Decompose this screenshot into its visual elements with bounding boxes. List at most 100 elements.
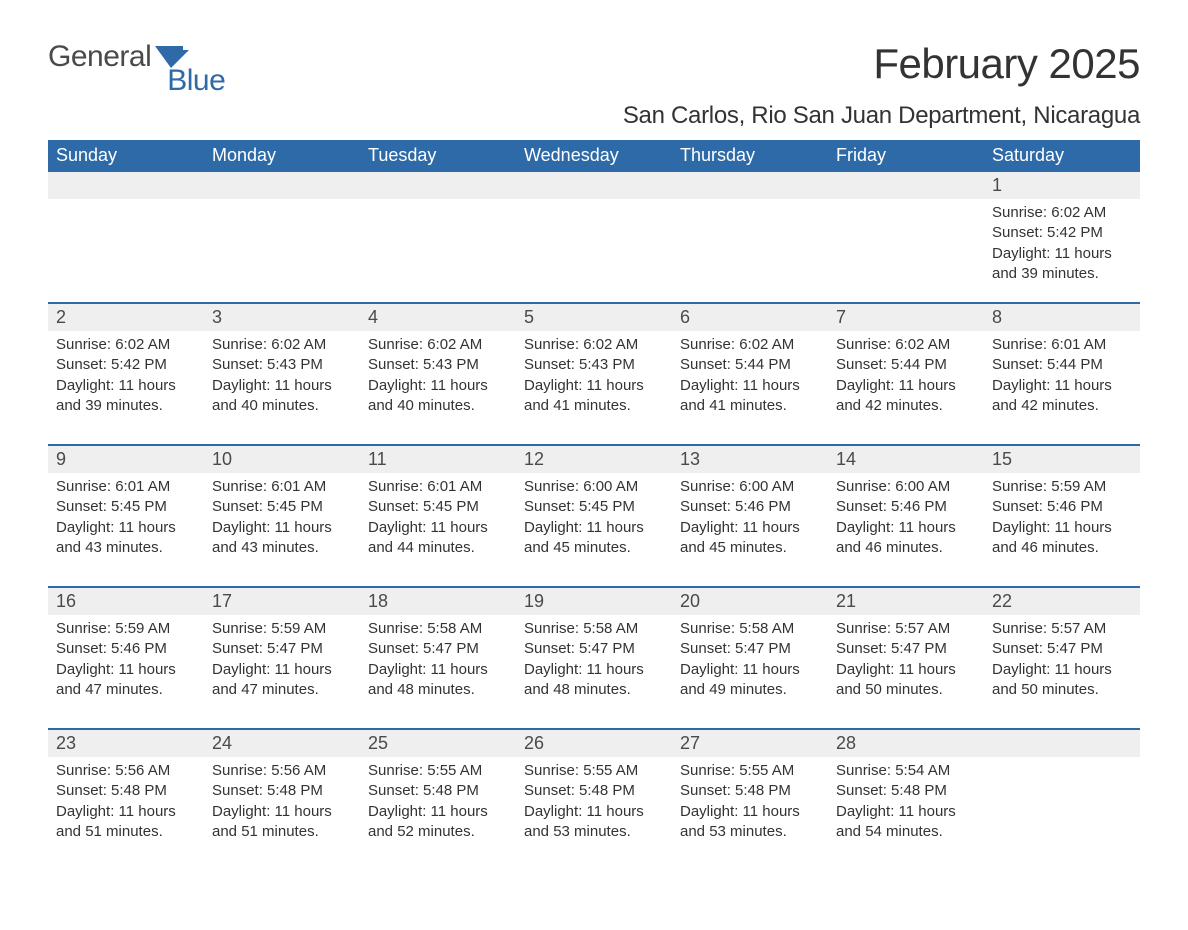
day-content-cell: Sunrise: 5:58 AMSunset: 5:47 PMDaylight:… — [360, 615, 516, 728]
logo-text-general: General — [48, 40, 151, 74]
day-number-cell: 7 — [828, 304, 984, 331]
day-content-cell — [672, 199, 828, 302]
day-number-cell: 18 — [360, 588, 516, 615]
sunset-line: Sunset: 5:48 PM — [56, 781, 196, 801]
sunset-line: Sunset: 5:48 PM — [212, 781, 352, 801]
day-content-cell: Sunrise: 6:02 AMSunset: 5:44 PMDaylight:… — [672, 331, 828, 444]
sunset-line: Sunset: 5:48 PM — [368, 781, 508, 801]
day-content-row: Sunrise: 6:01 AMSunset: 5:45 PMDaylight:… — [48, 473, 1140, 586]
sunset-line: Sunset: 5:46 PM — [680, 497, 820, 517]
sunrise-line: Sunrise: 6:02 AM — [992, 203, 1132, 223]
sunrise-line: Sunrise: 5:58 AM — [680, 619, 820, 639]
day-content-cell: Sunrise: 5:57 AMSunset: 5:47 PMDaylight:… — [828, 615, 984, 728]
day-content-cell: Sunrise: 6:02 AMSunset: 5:43 PMDaylight:… — [516, 331, 672, 444]
day-number-cell: 8 — [984, 304, 1140, 331]
weekday-header: Sunday — [48, 140, 204, 172]
sunset-line: Sunset: 5:47 PM — [992, 639, 1132, 659]
day-number-cell: 28 — [828, 730, 984, 757]
sunset-line: Sunset: 5:45 PM — [56, 497, 196, 517]
day-number-cell: 22 — [984, 588, 1140, 615]
sunset-line: Sunset: 5:47 PM — [524, 639, 664, 659]
sunset-line: Sunset: 5:48 PM — [836, 781, 976, 801]
logo-text-blue: Blue — [167, 64, 225, 98]
day-content-cell: Sunrise: 5:59 AMSunset: 5:47 PMDaylight:… — [204, 615, 360, 728]
day-number-cell: 17 — [204, 588, 360, 615]
sunrise-line: Sunrise: 6:02 AM — [368, 335, 508, 355]
day-number-cell: 13 — [672, 446, 828, 473]
day-number-cell — [672, 172, 828, 199]
weekday-header: Monday — [204, 140, 360, 172]
sunset-line: Sunset: 5:44 PM — [992, 355, 1132, 375]
day-content-cell — [516, 199, 672, 302]
calendar-page: General Blue February 2025 San Carlos, R… — [0, 0, 1188, 930]
sunset-line: Sunset: 5:42 PM — [992, 223, 1132, 243]
month-title: February 2025 — [623, 40, 1140, 88]
day-number-cell: 12 — [516, 446, 672, 473]
day-number-cell — [828, 172, 984, 199]
day-number-cell: 11 — [360, 446, 516, 473]
day-content-cell: Sunrise: 5:55 AMSunset: 5:48 PMDaylight:… — [360, 757, 516, 870]
sunrise-line: Sunrise: 6:00 AM — [524, 477, 664, 497]
daylight-line: Daylight: 11 hours and 53 minutes. — [524, 802, 664, 843]
day-number-row: 9101112131415 — [48, 446, 1140, 473]
daylight-line: Daylight: 11 hours and 41 minutes. — [524, 376, 664, 417]
day-number-cell — [984, 730, 1140, 757]
daylight-line: Daylight: 11 hours and 47 minutes. — [56, 660, 196, 701]
sunrise-line: Sunrise: 5:59 AM — [992, 477, 1132, 497]
sunset-line: Sunset: 5:43 PM — [368, 355, 508, 375]
sunset-line: Sunset: 5:45 PM — [212, 497, 352, 517]
day-content-cell — [828, 199, 984, 302]
sunset-line: Sunset: 5:43 PM — [212, 355, 352, 375]
day-content-cell: Sunrise: 5:56 AMSunset: 5:48 PMDaylight:… — [204, 757, 360, 870]
sunrise-line: Sunrise: 6:01 AM — [212, 477, 352, 497]
day-number-cell: 14 — [828, 446, 984, 473]
sunrise-line: Sunrise: 6:01 AM — [992, 335, 1132, 355]
daylight-line: Daylight: 11 hours and 43 minutes. — [212, 518, 352, 559]
daylight-line: Daylight: 11 hours and 43 minutes. — [56, 518, 196, 559]
daylight-line: Daylight: 11 hours and 40 minutes. — [368, 376, 508, 417]
daylight-line: Daylight: 11 hours and 42 minutes. — [992, 376, 1132, 417]
day-number-cell: 16 — [48, 588, 204, 615]
day-content-cell: Sunrise: 6:01 AMSunset: 5:45 PMDaylight:… — [360, 473, 516, 586]
day-content-cell — [48, 199, 204, 302]
day-number-cell: 4 — [360, 304, 516, 331]
daylight-line: Daylight: 11 hours and 41 minutes. — [680, 376, 820, 417]
sunrise-line: Sunrise: 5:56 AM — [212, 761, 352, 781]
day-content-cell — [984, 757, 1140, 870]
sunrise-line: Sunrise: 6:02 AM — [836, 335, 976, 355]
weekday-header: Wednesday — [516, 140, 672, 172]
sunrise-line: Sunrise: 5:59 AM — [56, 619, 196, 639]
brand-logo: General Blue — [48, 40, 225, 98]
sunrise-line: Sunrise: 6:01 AM — [368, 477, 508, 497]
daylight-line: Daylight: 11 hours and 39 minutes. — [56, 376, 196, 417]
title-block: February 2025 San Carlos, Rio San Juan D… — [623, 40, 1140, 130]
day-number-cell: 5 — [516, 304, 672, 331]
sunrise-line: Sunrise: 5:58 AM — [524, 619, 664, 639]
day-number-cell — [516, 172, 672, 199]
day-number-cell: 26 — [516, 730, 672, 757]
day-content-row: Sunrise: 5:59 AMSunset: 5:46 PMDaylight:… — [48, 615, 1140, 728]
day-number-cell: 15 — [984, 446, 1140, 473]
day-content-cell: Sunrise: 5:59 AMSunset: 5:46 PMDaylight:… — [984, 473, 1140, 586]
day-number-row: 2345678 — [48, 304, 1140, 331]
sunrise-line: Sunrise: 6:02 AM — [524, 335, 664, 355]
day-number-cell: 1 — [984, 172, 1140, 199]
sunrise-line: Sunrise: 6:02 AM — [212, 335, 352, 355]
day-number-cell: 9 — [48, 446, 204, 473]
day-content-cell: Sunrise: 6:02 AMSunset: 5:43 PMDaylight:… — [204, 331, 360, 444]
sunset-line: Sunset: 5:43 PM — [524, 355, 664, 375]
day-content-cell: Sunrise: 6:02 AMSunset: 5:43 PMDaylight:… — [360, 331, 516, 444]
day-content-cell: Sunrise: 5:57 AMSunset: 5:47 PMDaylight:… — [984, 615, 1140, 728]
day-content-cell: Sunrise: 6:02 AMSunset: 5:44 PMDaylight:… — [828, 331, 984, 444]
day-content-cell: Sunrise: 6:00 AMSunset: 5:46 PMDaylight:… — [672, 473, 828, 586]
day-number-cell: 10 — [204, 446, 360, 473]
day-content-cell — [360, 199, 516, 302]
day-number-row: 1 — [48, 172, 1140, 199]
sunset-line: Sunset: 5:47 PM — [368, 639, 508, 659]
day-number-cell: 19 — [516, 588, 672, 615]
day-content-cell: Sunrise: 6:02 AMSunset: 5:42 PMDaylight:… — [48, 331, 204, 444]
day-number-cell — [204, 172, 360, 199]
day-content-cell: Sunrise: 6:00 AMSunset: 5:45 PMDaylight:… — [516, 473, 672, 586]
daylight-line: Daylight: 11 hours and 45 minutes. — [524, 518, 664, 559]
day-content-cell: Sunrise: 6:01 AMSunset: 5:44 PMDaylight:… — [984, 331, 1140, 444]
